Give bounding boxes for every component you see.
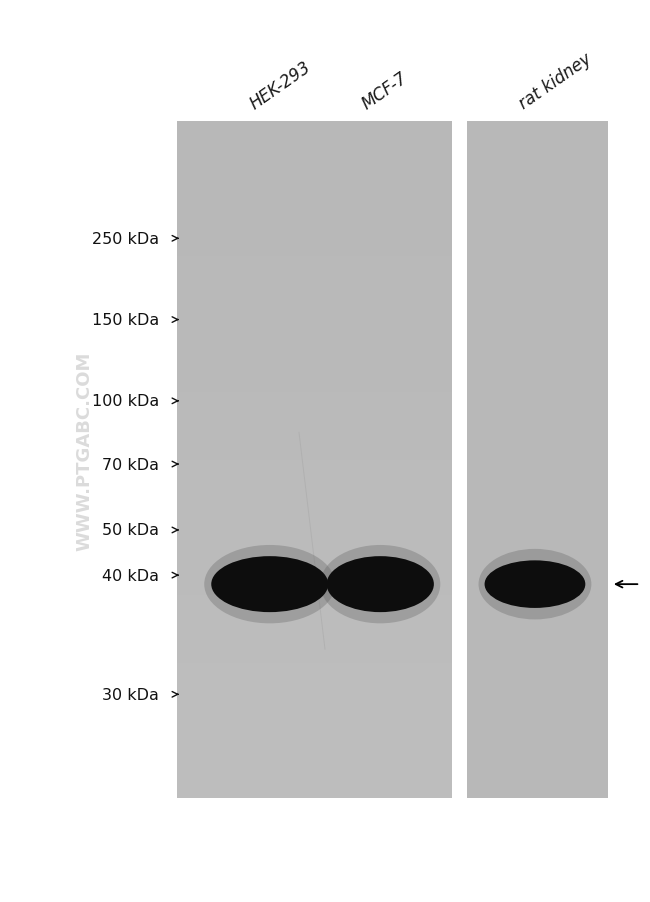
Bar [177, 189, 452, 257]
Text: MCF-7: MCF-7 [359, 69, 411, 113]
Ellipse shape [204, 546, 335, 623]
Text: 100 kDa: 100 kDa [92, 394, 159, 409]
Text: WWW.PTGABC.COM: WWW.PTGABC.COM [75, 352, 94, 550]
Text: 30 kDa: 30 kDa [103, 687, 159, 702]
Ellipse shape [211, 557, 328, 612]
Text: 70 kDa: 70 kDa [102, 457, 159, 472]
Text: 250 kDa: 250 kDa [92, 232, 159, 246]
Bar [177, 528, 452, 595]
Bar [467, 122, 608, 798]
Bar [177, 663, 452, 731]
Bar [177, 257, 452, 325]
Text: HEK-293: HEK-293 [246, 58, 314, 113]
Text: 150 kDa: 150 kDa [92, 313, 159, 327]
Ellipse shape [484, 561, 585, 608]
Bar [177, 325, 452, 392]
Text: rat kidney: rat kidney [516, 50, 595, 113]
Ellipse shape [326, 557, 434, 612]
Text: 50 kDa: 50 kDa [102, 523, 159, 538]
Bar [177, 731, 452, 798]
Ellipse shape [478, 549, 592, 620]
Bar [177, 122, 452, 798]
Ellipse shape [320, 546, 440, 623]
Bar [177, 122, 452, 189]
Bar [177, 460, 452, 528]
Text: 40 kDa: 40 kDa [102, 568, 159, 583]
Bar [177, 392, 452, 460]
Bar [177, 595, 452, 663]
